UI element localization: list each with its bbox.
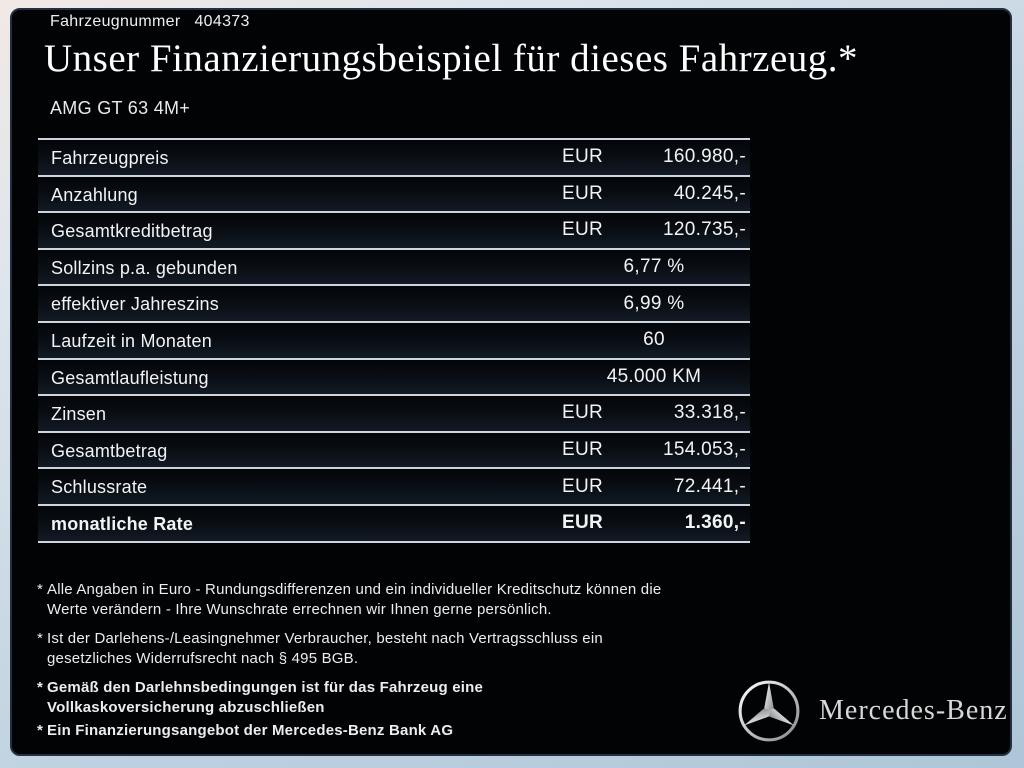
vehicle-number-line: Fahrzeugnummer 404373 <box>50 13 250 31</box>
currency-label: EUR <box>562 146 604 168</box>
row-label: Zinsen <box>51 404 107 425</box>
row-label: Gesamtbetrag <box>51 440 168 461</box>
row-label: Anzahlung <box>51 184 138 205</box>
footnote: * Ein Finanzierungsangebot der Mercedes-B… <box>37 721 737 741</box>
table-row: Fahrzeugpreis EUR 160.980,- <box>38 140 750 177</box>
footnote-marker: * <box>37 722 44 739</box>
table-row: Sollzins p.a. gebunden 6,77 % <box>38 249 750 287</box>
currency-label: EUR <box>562 182 604 204</box>
table-row: Gesamtkreditbetrag EUR 120.735,- <box>38 213 750 250</box>
row-value: EUR 154.053,- <box>562 433 746 468</box>
brand-block: Mercedes-Benz <box>736 676 1008 746</box>
footnote: * Alle Angaben in Euro - Rundungsdifferen… <box>37 580 737 619</box>
row-value: 60 <box>643 329 665 351</box>
row-label: Laufzeit in Monaten <box>51 330 212 351</box>
row-value: 45.000 KM <box>606 365 702 387</box>
currency-label: EUR <box>562 219 604 241</box>
table-row: Schlussrate EUR 72.441,- <box>38 469 750 506</box>
table-row: Zinsen EUR 33.318,- <box>38 396 750 433</box>
table-row: Gesamtlaufleistung 45.000 KM <box>38 359 750 397</box>
row-label: monatliche Rate <box>51 513 194 534</box>
table-row: effektiver Jahreszins 6,99 % <box>38 286 750 323</box>
row-label: Gesamtkreditbetrag <box>51 221 213 242</box>
row-value: 6,77 % <box>623 256 685 278</box>
row-value: EUR 1.360,- <box>562 506 746 541</box>
footnote-marker: * <box>37 679 44 696</box>
currency-label: EUR <box>562 512 604 534</box>
amount-value: 154.053,- <box>663 439 746 461</box>
footnote-text: Ein Finanzierungsangebot der Mercedes-Be… <box>47 722 454 739</box>
row-value: EUR 72.441,- <box>562 469 746 504</box>
row-value: EUR 40.245,- <box>562 177 746 212</box>
row-label: Fahrzeugpreis <box>51 148 169 168</box>
amount-value: 1.360,- <box>684 512 746 534</box>
currency-label: EUR <box>562 439 604 461</box>
footnote-text: Ist der Darlehens-/Leasingnehmer Verbrau… <box>47 630 603 667</box>
row-value: EUR 120.735,- <box>562 213 746 248</box>
footnote: * Gemäß den Darlehnsbedingungen ist für d… <box>37 678 737 717</box>
amount-value: 160.980,- <box>663 146 746 168</box>
finance-panel: Fahrzeugnummer 404373 Unser Finanzierungs… <box>10 8 1012 756</box>
row-label: Sollzins p.a. gebunden <box>51 257 238 278</box>
row-label: effektiver Jahreszins <box>51 294 219 315</box>
table-row: Anzahlung EUR 40.245,- <box>38 176 750 214</box>
currency-label: EUR <box>562 475 604 497</box>
vehicle-number-value: 404373 <box>194 13 250 30</box>
footnote-text: Alle Angaben in Euro - Rundungsdifferenz… <box>47 581 662 618</box>
row-value: EUR 33.318,- <box>562 396 746 431</box>
footnote-text: Gemäß den Darlehnsbedingungen ist für da… <box>47 679 484 716</box>
row-label: Gesamtlaufleistung <box>51 367 209 388</box>
finance-table: Fahrzeugpreis EUR 160.980,- Anzahlung EUR 40.… <box>38 138 750 543</box>
brand-name: Mercedes-Benz <box>819 695 1008 726</box>
vehicle-number-label: Fahrzeugnummer <box>50 13 181 30</box>
amount-value: 40.245,- <box>673 182 746 204</box>
mercedes-star-icon <box>738 680 800 742</box>
vehicle-model: AMG GT 63 4M+ <box>50 98 191 118</box>
amount-value: 72.441,- <box>673 475 746 497</box>
footnote-marker: * <box>37 581 44 598</box>
footnotes: * Alle Angaben in Euro - Rundungsdifferen… <box>37 580 737 751</box>
row-label: Schlussrate <box>51 477 148 498</box>
table-row: monatliche Rate EUR 1.360,- <box>38 505 750 543</box>
page-title: Unser Finanzierungsbeispiel für dieses F… <box>44 37 859 80</box>
footnote: * Ist der Darlehens-/Leasingnehmer Verbra… <box>37 629 737 668</box>
row-value: 6,99 % <box>623 292 685 314</box>
table-row: Laufzeit in Monaten 60 <box>38 322 750 360</box>
row-value: EUR 160.980,- <box>562 140 746 175</box>
footnote-marker: * <box>37 630 44 647</box>
table-row: Gesamtbetrag EUR 154.053,- <box>38 432 750 470</box>
amount-value: 33.318,- <box>673 402 746 424</box>
currency-label: EUR <box>562 402 604 424</box>
amount-value: 120.735,- <box>663 219 746 241</box>
